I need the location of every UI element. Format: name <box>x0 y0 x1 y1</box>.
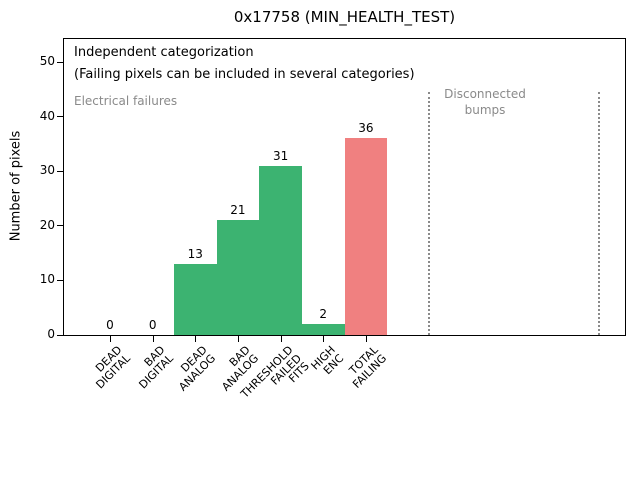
x-tick-mark <box>365 336 367 342</box>
chart-title: 0x17758 (MIN_HEALTH_TEST) <box>233 8 456 26</box>
y-tick-label: 30 <box>39 163 55 178</box>
plot-area-border <box>63 38 626 336</box>
y-tick-label: 20 <box>39 217 55 232</box>
bar-value-label: 0 <box>148 318 157 332</box>
y-tick-mark <box>57 116 63 118</box>
y-tick-mark <box>57 61 63 63</box>
bar <box>216 220 260 335</box>
bar-value-label: 36 <box>358 121 374 136</box>
x-tick-label: TOTAL FAILING <box>346 343 389 391</box>
x-tick-mark <box>323 336 325 342</box>
bar-value-label: 0 <box>106 318 114 332</box>
y-tick-label: 40 <box>39 108 55 123</box>
y-tick-label: 0 <box>47 327 55 341</box>
annotation-independent-categorization: Independent categorization <box>74 45 254 60</box>
x-tick-label: BAD DIGITAL <box>135 343 176 392</box>
y-tick-label: 10 <box>39 272 55 287</box>
x-tick-label: DEAD ANALOG <box>176 343 218 394</box>
region-label-electrical-failures: Electrical failures <box>74 94 178 108</box>
x-tick-label: HIGH ENC <box>308 343 346 377</box>
region-divider-dotted-line <box>428 92 430 335</box>
bar <box>259 165 302 335</box>
x-tick-mark <box>195 336 197 342</box>
bar <box>344 138 388 335</box>
annotation-failing-pixels-note: (Failing pixels can be included in sever… <box>74 67 415 82</box>
x-tick-mark <box>237 336 239 342</box>
x-tick-mark <box>280 336 282 342</box>
bar <box>301 324 345 335</box>
y-tick-mark <box>57 225 63 227</box>
bar-value-label: 13 <box>187 247 203 262</box>
x-tick-mark <box>152 336 154 342</box>
bar-value-label: 31 <box>272 148 289 163</box>
y-tick-mark <box>57 279 63 281</box>
y-axis-label: Number of pixels <box>8 130 24 242</box>
bar-value-label: 2 <box>319 307 328 322</box>
x-tick-mark <box>110 336 111 342</box>
region-label-disconnected-bumps: Disconnected bumps <box>444 87 526 117</box>
region-divider-dotted-line <box>598 92 600 335</box>
y-tick-mark <box>57 334 63 336</box>
bar-value-label: 21 <box>230 203 246 218</box>
y-tick-mark <box>57 170 63 172</box>
bar <box>173 264 217 335</box>
x-tick-label: DEAD DIGITAL <box>93 343 133 392</box>
y-tick-label: 50 <box>39 54 55 69</box>
